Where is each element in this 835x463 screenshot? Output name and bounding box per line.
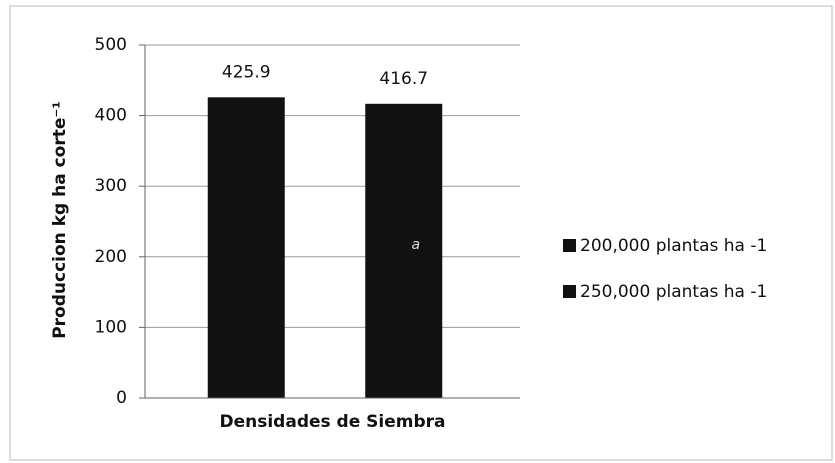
x-axis-label: Densidades de Siembra (219, 412, 445, 432)
legend-swatch (563, 285, 576, 298)
bar (365, 103, 443, 398)
annotation: a (411, 237, 420, 253)
y-tick-label: 500 (95, 35, 127, 55)
y-tick-label: 200 (95, 247, 127, 267)
y-tick-label: 400 (95, 106, 127, 126)
data-label: 416.7 (379, 69, 428, 89)
y-tick-label: 100 (95, 317, 127, 337)
bar (207, 97, 285, 398)
y-tick-label: 300 (95, 176, 127, 196)
legend-label: 200,000 plantas ha -1 (580, 236, 767, 256)
y-axis-label: Produccion kg ha corte⁻¹ (50, 101, 70, 339)
data-label: 425.9 (222, 62, 271, 82)
legend-swatch (563, 239, 576, 252)
y-tick-label: 0 (116, 388, 127, 408)
legend-label: 250,000 plantas ha -1 (580, 282, 767, 302)
